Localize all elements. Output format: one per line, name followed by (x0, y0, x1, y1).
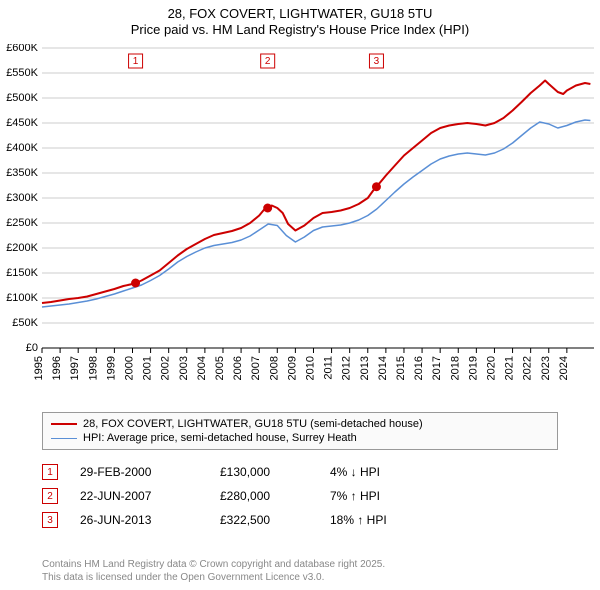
y-tick-label: £150K (6, 267, 38, 279)
x-tick-label: 2015 (395, 356, 407, 380)
x-tick-label: 1999 (105, 356, 117, 380)
marker-date: 29-FEB-2000 (80, 465, 220, 479)
marker-date: 22-JUN-2007 (80, 489, 220, 503)
y-tick-label: £300K (6, 192, 38, 204)
x-tick-label: 2005 (214, 356, 226, 380)
x-tick-label: 1997 (69, 356, 81, 380)
x-tick-label: 2021 (504, 356, 516, 380)
marker-pct: 7% ↑ HPI (330, 489, 558, 503)
y-tick-label: £50K (12, 317, 38, 329)
marker-price: £322,500 (220, 513, 330, 527)
x-tick-label: 2014 (377, 356, 389, 380)
legend: 28, FOX COVERT, LIGHTWATER, GU18 5TU (se… (42, 412, 558, 450)
y-tick-label: £0 (26, 342, 38, 354)
legend-swatch (51, 438, 77, 439)
x-tick-label: 2009 (286, 356, 298, 380)
x-tick-label: 1998 (87, 356, 99, 380)
sale-marker-number: 2 (265, 56, 271, 67)
y-tick-label: £350K (6, 167, 38, 179)
y-tick-label: £250K (6, 217, 38, 229)
marker-pct: 4% ↓ HPI (330, 465, 558, 479)
x-tick-label: 2010 (304, 356, 316, 380)
legend-label: HPI: Average price, semi-detached house,… (83, 432, 357, 444)
sale-marker-number: 3 (374, 56, 380, 67)
marker-price: £130,000 (220, 465, 330, 479)
sale-marker-dot (131, 279, 140, 288)
chart-title-line2: Price paid vs. HM Land Registry's House … (0, 22, 600, 38)
footer-line1: Contains HM Land Registry data © Crown c… (42, 559, 385, 572)
sale-marker-dot (263, 204, 272, 213)
sale-marker-number: 1 (133, 56, 139, 67)
y-tick-label: £100K (6, 292, 38, 304)
y-tick-label: £200K (6, 242, 38, 254)
legend-row: 28, FOX COVERT, LIGHTWATER, GU18 5TU (se… (51, 417, 549, 431)
sale-marker-dot (372, 182, 381, 191)
x-tick-label: 2006 (232, 356, 244, 380)
chart-title-line1: 28, FOX COVERT, LIGHTWATER, GU18 5TU (0, 6, 600, 22)
x-tick-label: 2017 (431, 356, 443, 380)
sale-markers-table: 1 29-FEB-2000£130,0004% ↓ HPI 2 22-JUN-2007… (42, 460, 558, 532)
marker-price: £280,000 (220, 489, 330, 503)
x-tick-label: 2003 (178, 356, 190, 380)
price-chart: £0 £50K £100K £150K £200K £250K £300K £350K £400… (0, 44, 600, 406)
x-tick-label: 2012 (341, 356, 353, 380)
x-tick-label: 2016 (413, 356, 425, 380)
legend-label: 28, FOX COVERT, LIGHTWATER, GU18 5TU (se… (83, 418, 423, 430)
marker-table-row: 1 29-FEB-2000£130,0004% ↓ HPI (42, 460, 558, 484)
chart-container: £0 £50K £100K £150K £200K £250K £300K £350K £400… (0, 44, 600, 406)
x-tick-label: 2024 (558, 356, 570, 380)
x-tick-label: 2007 (250, 356, 262, 380)
x-tick-label: 2008 (268, 356, 280, 380)
legend-row: HPI: Average price, semi-detached house,… (51, 431, 549, 445)
marker-pct: 18% ↑ HPI (330, 513, 558, 527)
x-tick-label: 1996 (51, 356, 63, 380)
x-tick-label: 2018 (449, 356, 461, 380)
marker-table-row: 3 26-JUN-2013£322,50018% ↑ HPI (42, 508, 558, 532)
x-tick-label: 2013 (359, 356, 371, 380)
x-tick-label: 2000 (123, 356, 135, 380)
y-tick-label: £400K (6, 142, 38, 154)
series-price_paid (42, 81, 590, 304)
footer-attribution: Contains HM Land Registry data © Crown c… (42, 559, 385, 584)
x-tick-label: 2019 (467, 356, 479, 380)
marker-index-box: 2 (42, 488, 58, 504)
marker-index-box: 3 (42, 512, 58, 528)
x-tick-label: 2001 (142, 356, 154, 380)
footer-line2: This data is licensed under the Open Gov… (42, 572, 385, 585)
x-tick-label: 1995 (33, 356, 45, 380)
y-tick-label: £450K (6, 117, 38, 129)
marker-table-row: 2 22-JUN-2007£280,0007% ↑ HPI (42, 484, 558, 508)
x-tick-label: 2002 (160, 356, 172, 380)
marker-index-box: 1 (42, 464, 58, 480)
y-tick-label: £600K (6, 44, 38, 54)
marker-date: 26-JUN-2013 (80, 513, 220, 527)
x-tick-label: 2011 (323, 356, 335, 380)
legend-swatch (51, 423, 77, 425)
x-tick-label: 2020 (485, 356, 497, 380)
x-tick-label: 2022 (522, 356, 534, 380)
x-tick-label: 2004 (196, 356, 208, 380)
x-tick-label: 2023 (540, 356, 552, 380)
y-tick-label: £550K (6, 67, 38, 79)
y-tick-label: £500K (6, 92, 38, 104)
chart-title-block: 28, FOX COVERT, LIGHTWATER, GU18 5TU Pri… (0, 0, 600, 39)
